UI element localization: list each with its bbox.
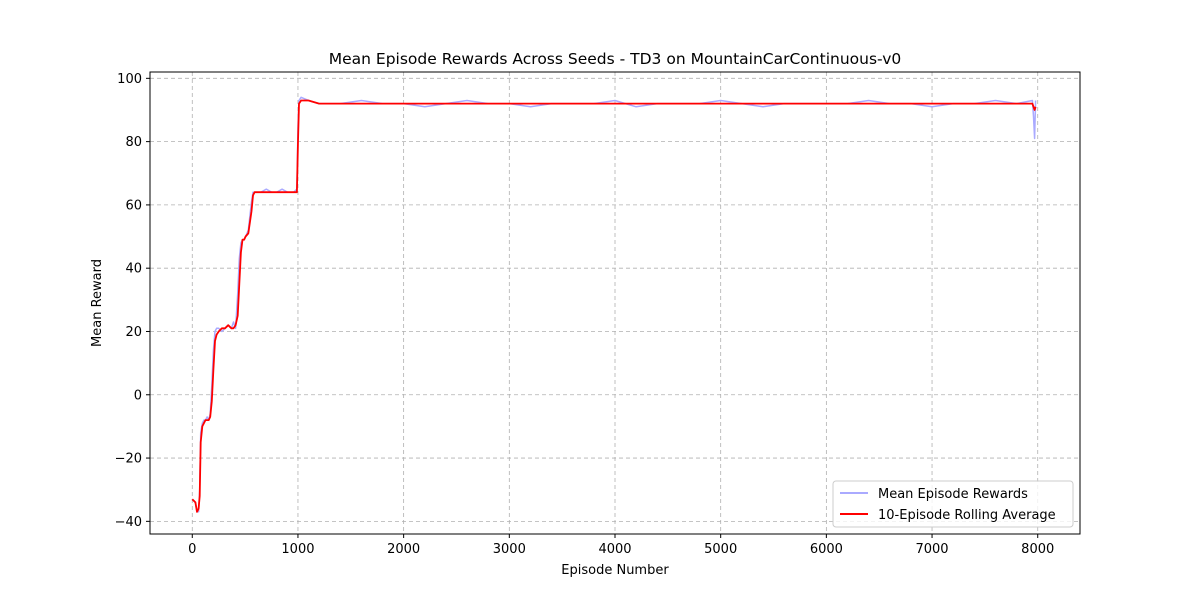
legend: Mean Episode Rewards 10-Episode Rolling … <box>832 480 1074 528</box>
x-tick-label: 2000 <box>387 542 420 557</box>
y-tick-label: −20 <box>115 452 142 467</box>
y-tick-label: 60 <box>125 198 142 213</box>
x-tick-label: 1000 <box>281 542 314 557</box>
x-axis-title: Episode Number <box>561 563 669 578</box>
x-tick-label: 5000 <box>704 542 737 557</box>
y-tick-label: 20 <box>125 325 142 340</box>
y-tick-label: −40 <box>115 515 142 530</box>
y-tick-label: 80 <box>125 135 142 150</box>
legend-box <box>832 480 1074 528</box>
y-tick-label: 0 <box>134 388 142 403</box>
plot-area <box>191 96 1037 513</box>
series-line-rolling-average <box>191 99 1037 513</box>
y-tick-label: 100 <box>117 72 142 87</box>
legend-label-mean-episode-rewards: Mean Episode Rewards <box>878 487 1028 502</box>
grid <box>150 72 1080 534</box>
y-axis-title: Mean Reward <box>90 259 105 347</box>
legend-label-rolling-average: 10-Episode Rolling Average <box>878 508 1056 523</box>
x-tick-label: 6000 <box>810 542 843 557</box>
y-tick-label: 40 <box>125 262 142 277</box>
chart-title: Mean Episode Rewards Across Seeds - TD3 … <box>329 50 902 68</box>
x-tick-label: 4000 <box>598 542 631 557</box>
x-tick-label: 7000 <box>915 542 948 557</box>
x-tick-label: 0 <box>188 542 196 557</box>
ticks: 0 1000 2000 3000 4000 5000 6000 7000 8000 −40 −20 0… <box>115 72 1055 557</box>
x-tick-label: 8000 <box>1021 542 1054 557</box>
x-tick-label: 3000 <box>493 542 526 557</box>
